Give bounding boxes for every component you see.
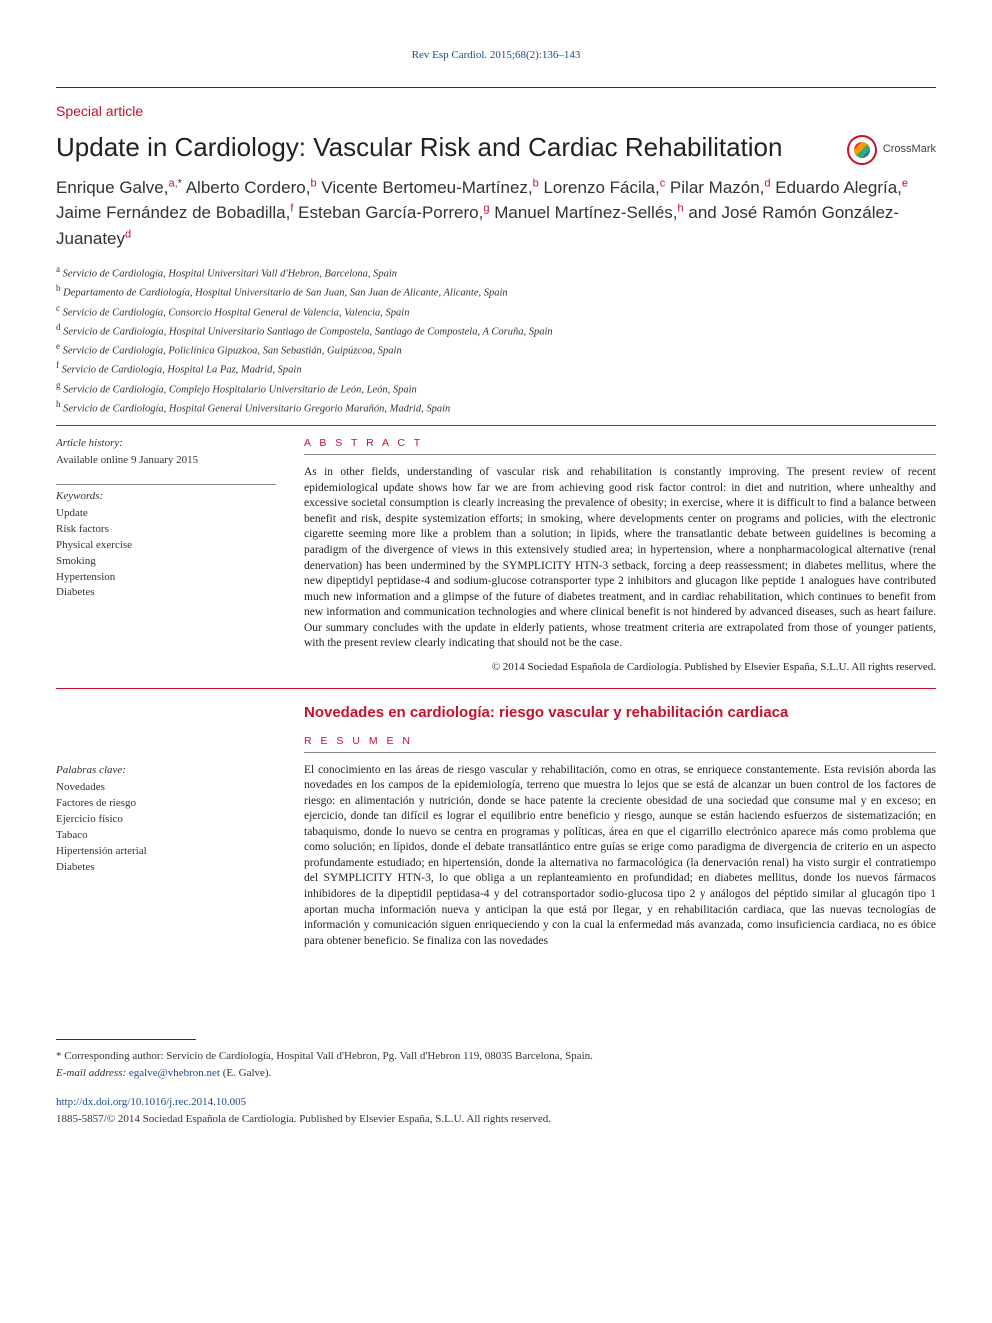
affiliation-item: f Servicio de Cardiología, Hospital La P… [56, 359, 936, 378]
corresponding-email[interactable]: egalve@vhebron.net [129, 1067, 220, 1079]
keyword-item: Diabetes [56, 585, 276, 601]
article-history: Article history: Available online 9 Janu… [56, 436, 276, 468]
keyword-item: Novedades [56, 780, 276, 796]
keyword-item: Hypertension [56, 570, 276, 586]
email-label: E-mail address: [56, 1067, 126, 1079]
rule-abs-es [304, 752, 936, 753]
crossmark-badge[interactable]: CrossMark [847, 131, 936, 165]
keyword-item: Ejercicio físico [56, 812, 276, 828]
affiliation-item: a Servicio de Cardiología, Hospital Univ… [56, 263, 936, 282]
keywords-en: Keywords: UpdateRisk factorsPhysical exe… [56, 489, 276, 601]
affiliation-item: c Servicio de Cardiología, Consorcio Hos… [56, 302, 936, 321]
keyword-item: Update [56, 506, 276, 522]
footnote-rule [56, 1039, 196, 1040]
copyright-en: © 2014 Sociedad Española de Cardiología.… [304, 660, 936, 675]
issn-line: 1885-5857/© 2014 Sociedad Española de Ca… [56, 1112, 936, 1127]
affiliation-list: a Servicio de Cardiología, Hospital Univ… [56, 263, 936, 417]
abstract-heading-es: R E S U M E N [304, 734, 936, 748]
doi-link[interactable]: http://dx.doi.org/10.1016/j.rec.2014.10.… [56, 1096, 246, 1108]
history-label: Article history: [56, 436, 276, 451]
keyword-item: Tabaco [56, 828, 276, 844]
affiliation-item: g Servicio de Cardiología, Complejo Hosp… [56, 379, 936, 398]
rule-red-1 [56, 425, 936, 426]
history-online: Available online 9 January 2015 [56, 453, 276, 468]
abstract-text-en: As in other fields, understanding of vas… [304, 465, 936, 651]
corresponding-footnote: * Corresponding author: Servicio de Card… [56, 1048, 936, 1081]
affiliation-item: h Servicio de Cardiología, Hospital Gene… [56, 398, 936, 417]
keyword-item: Diabetes [56, 860, 276, 876]
keywords-es-label: Palabras clave: [56, 763, 276, 778]
section-label: Special article [56, 102, 936, 121]
affiliation-item: d Servicio de Cardiología, Hospital Univ… [56, 321, 936, 340]
author-list: Enrique Galve,a,* Alberto Cordero,b Vice… [56, 175, 936, 252]
abstract-heading-en: A B S T R A C T [304, 436, 936, 450]
journal-citation: Rev Esp Cardiol. 2015;68(2):136–143 [56, 48, 936, 63]
email-paren: (E. Galve). [223, 1067, 272, 1079]
keyword-item: Factores de riesgo [56, 796, 276, 812]
crossmark-icon [847, 135, 877, 165]
rule-abs-en [304, 454, 936, 455]
abstract-text-es: El conocimiento en las áreas de riesgo v… [304, 763, 936, 949]
corresponding-text: * Corresponding author: Servicio de Card… [56, 1048, 936, 1065]
keyword-item: Physical exercise [56, 538, 276, 554]
keyword-item: Risk factors [56, 522, 276, 538]
rule-top [56, 87, 936, 88]
keywords-en-label: Keywords: [56, 489, 276, 504]
article-title-es: Novedades en cardiología: riesgo vascula… [304, 703, 936, 723]
keyword-item: Hipertensión arterial [56, 844, 276, 860]
rule-meta-1 [56, 484, 276, 485]
affiliation-item: b Departamento de Cardiología, Hospital … [56, 282, 936, 301]
crossmark-label: CrossMark [883, 142, 936, 157]
keyword-item: Smoking [56, 554, 276, 570]
keywords-es: Palabras clave: NovedadesFactores de rie… [56, 763, 276, 875]
affiliation-item: e Servicio de Cardiología, Policlínica G… [56, 340, 936, 359]
article-title: Update in Cardiology: Vascular Risk and … [56, 131, 835, 164]
rule-red-2 [56, 688, 936, 689]
